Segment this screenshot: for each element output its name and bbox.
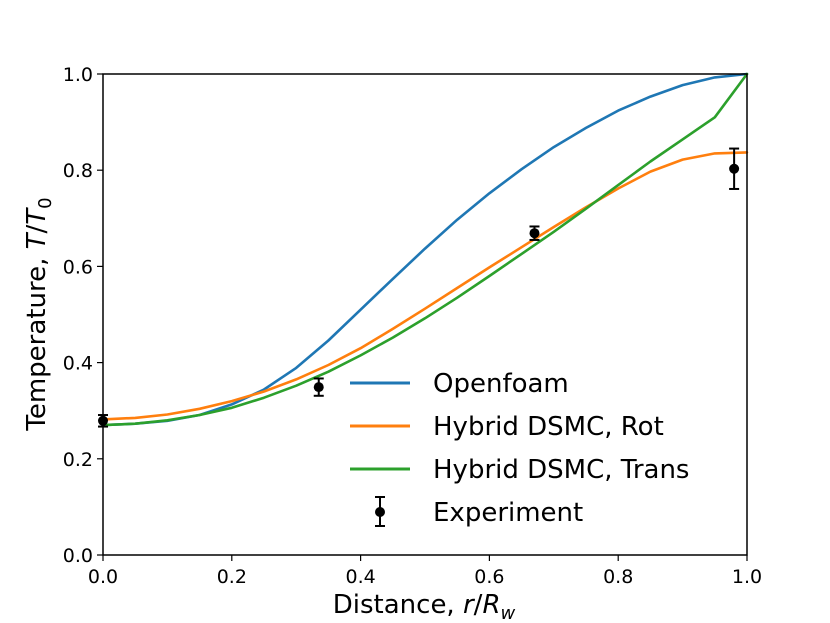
experiment-point [529, 225, 540, 241]
x-axis-ticks: 0.0 0.2 0.4 0.6 0.8 1.0 [88, 555, 762, 588]
experiment-marker [529, 228, 540, 239]
x-tick-label: 1.0 [732, 566, 762, 588]
legend: Openfoam Hybrid DSMC, Rot Hybrid DSMC, T… [350, 369, 689, 528]
legend-swatch-experiment [375, 496, 385, 527]
series-line-2 [101, 72, 749, 427]
experiment-point [313, 377, 324, 397]
y-tick-label: 0.2 [63, 449, 93, 471]
y-axis-label: Temperature, T/T0 [22, 197, 56, 431]
x-axis-label: Distance, r/Rw [333, 590, 516, 623]
x-tick-label: 0.2 [217, 566, 247, 588]
x-tick-label: 0.8 [603, 566, 633, 588]
series-layer [101, 72, 749, 427]
legend-label-openfoam: Openfoam [433, 369, 569, 399]
legend-label-hybrid-trans: Hybrid DSMC, Trans [433, 455, 689, 485]
y-axis-ticks: 0.0 0.2 0.4 0.6 0.8 1.0 [63, 64, 103, 567]
y-tick-label: 0.8 [63, 160, 93, 182]
experiment-layer [98, 147, 740, 428]
series-line-1 [101, 151, 749, 421]
experiment-point [729, 147, 740, 190]
legend-label-hybrid-rot: Hybrid DSMC, Rot [433, 412, 664, 442]
y-tick-label: 0.4 [63, 353, 93, 375]
legend-experiment-marker [375, 507, 385, 517]
y-tick-label: 0.0 [63, 545, 93, 567]
x-tick-label: 0.4 [345, 566, 375, 588]
legend-label-experiment: Experiment [433, 498, 583, 528]
x-tick-label: 0.6 [474, 566, 504, 588]
experiment-marker [729, 163, 740, 174]
plot-frame [102, 73, 748, 556]
y-tick-label: 0.6 [63, 256, 93, 278]
y-tick-label: 1.0 [63, 64, 93, 86]
experiment-marker [313, 382, 324, 393]
plot-area [98, 72, 749, 556]
x-tick-label: 0.0 [88, 566, 118, 588]
